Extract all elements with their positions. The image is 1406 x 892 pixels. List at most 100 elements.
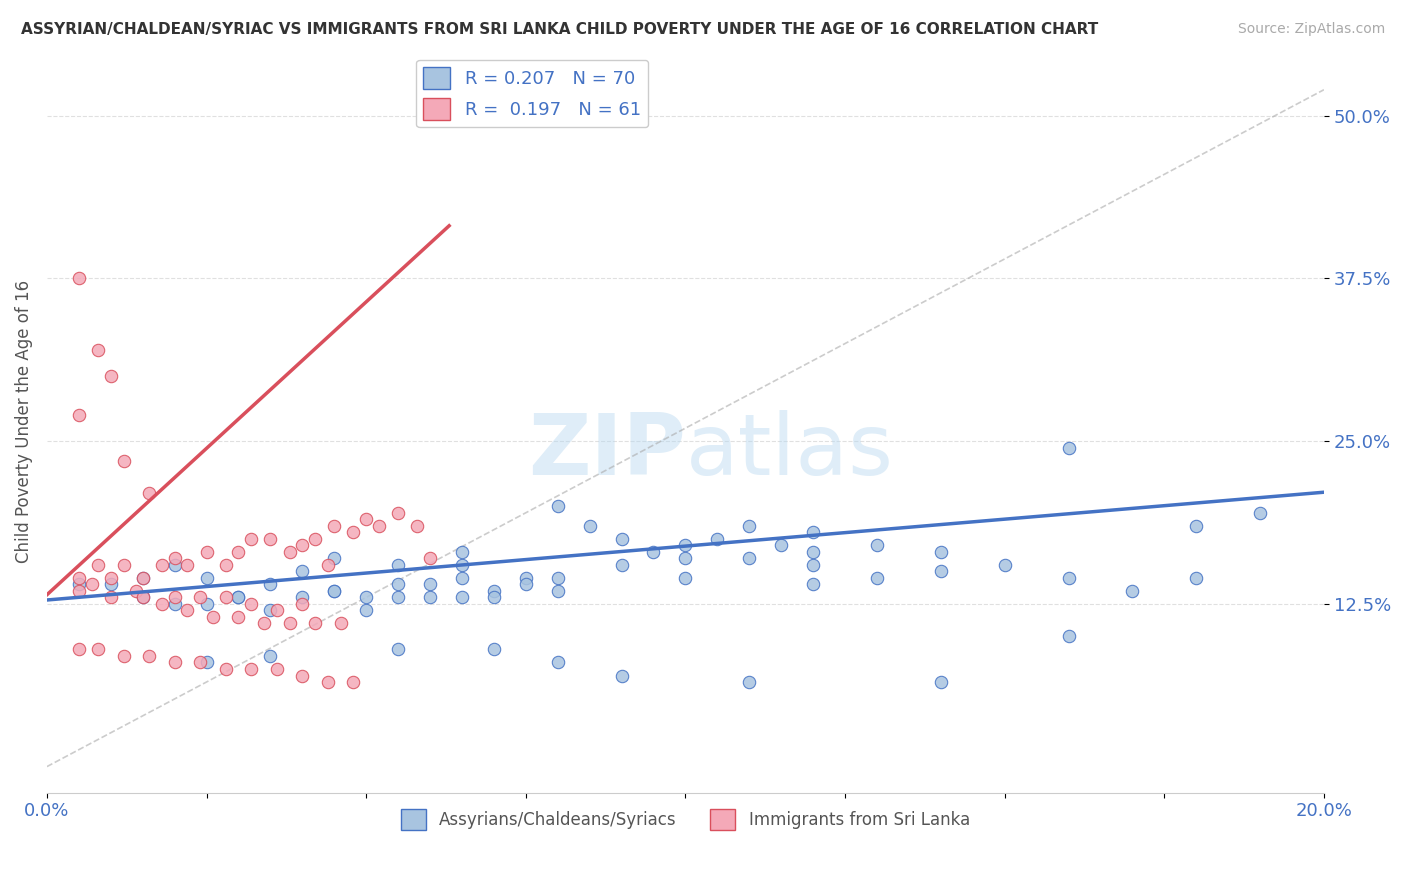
Point (354, 591, 377, 605)
Point (278, 616, 301, 631)
Point (801, 577, 824, 591)
Point (176, 558, 198, 572)
Point (188, 591, 211, 605)
Point (100, 577, 122, 591)
Point (419, 551, 441, 566)
Point (240, 662, 263, 676)
Point (547, 571, 569, 585)
Point (112, 454, 135, 468)
Point (240, 597, 263, 611)
Point (291, 597, 314, 611)
Text: ZIP: ZIP (527, 409, 685, 493)
Point (316, 558, 339, 572)
Point (342, 675, 364, 690)
Point (738, 675, 761, 690)
Point (188, 656, 211, 670)
Text: Source: ZipAtlas.com: Source: ZipAtlas.com (1237, 22, 1385, 37)
Point (451, 558, 474, 572)
Point (515, 577, 537, 591)
Point (67, 571, 90, 585)
Point (866, 538, 889, 552)
Point (291, 668, 314, 682)
Point (387, 591, 409, 605)
Point (610, 558, 633, 572)
Point (112, 648, 135, 663)
Point (195, 597, 218, 611)
Point (547, 583, 569, 598)
Point (240, 532, 263, 546)
Point (215, 662, 238, 676)
Point (406, 518, 429, 533)
Point (87, 642, 110, 657)
Point (131, 571, 153, 585)
Point (482, 583, 505, 598)
Point (176, 603, 198, 617)
Point (100, 591, 122, 605)
Point (515, 571, 537, 585)
Point (67, 577, 90, 591)
Point (419, 591, 441, 605)
Point (259, 603, 281, 617)
Point (138, 486, 160, 500)
Point (451, 571, 474, 585)
Point (354, 512, 377, 526)
Point (643, 545, 665, 559)
Point (131, 591, 153, 605)
Point (801, 545, 824, 559)
Point (201, 610, 224, 624)
Point (451, 591, 474, 605)
Point (67, 271, 90, 285)
Point (67, 583, 90, 598)
Point (1057, 571, 1080, 585)
Point (150, 597, 173, 611)
Point (163, 551, 186, 566)
Point (195, 545, 218, 559)
Point (801, 525, 824, 540)
Point (228, 591, 250, 605)
Point (131, 571, 153, 585)
Point (291, 565, 314, 579)
Point (304, 616, 326, 631)
Point (100, 571, 122, 585)
Point (387, 506, 409, 520)
Point (610, 532, 633, 546)
Point (342, 525, 364, 540)
Point (329, 616, 352, 631)
Text: ASSYRIAN/CHALDEAN/SYRIAC VS IMMIGRANTS FROM SRI LANKA CHILD POVERTY UNDER THE AG: ASSYRIAN/CHALDEAN/SYRIAC VS IMMIGRANTS F… (21, 22, 1098, 37)
Point (547, 656, 569, 670)
Point (253, 616, 276, 631)
Point (228, 591, 250, 605)
Point (266, 603, 288, 617)
Point (578, 518, 600, 533)
Point (228, 545, 250, 559)
Point (706, 532, 728, 546)
Point (610, 668, 633, 682)
Legend: Assyrians/Chaldeans/Syriacs, Immigrants from Sri Lanka: Assyrians/Chaldeans/Syriacs, Immigrants … (394, 803, 977, 837)
Point (367, 518, 389, 533)
Point (163, 597, 186, 611)
Point (138, 648, 160, 663)
Point (354, 603, 377, 617)
Point (929, 545, 952, 559)
Point (67, 642, 90, 657)
Y-axis label: Child Poverty Under the Age of 16: Child Poverty Under the Age of 16 (15, 280, 32, 563)
Point (323, 583, 346, 598)
Point (259, 532, 281, 546)
Point (316, 675, 339, 690)
Point (215, 558, 238, 572)
Point (387, 642, 409, 657)
Point (994, 558, 1017, 572)
Point (304, 532, 326, 546)
Point (259, 577, 281, 591)
Point (673, 538, 696, 552)
Point (387, 577, 409, 591)
Point (929, 565, 952, 579)
Point (673, 571, 696, 585)
Point (278, 545, 301, 559)
Point (87, 343, 110, 357)
Point (1249, 506, 1271, 520)
Point (163, 591, 186, 605)
Point (112, 558, 135, 572)
Point (259, 648, 281, 663)
Point (929, 675, 952, 690)
